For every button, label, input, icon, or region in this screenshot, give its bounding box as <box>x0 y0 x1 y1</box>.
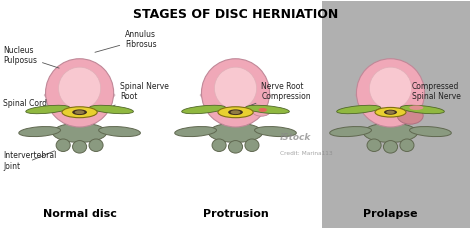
Ellipse shape <box>386 111 395 114</box>
Ellipse shape <box>46 59 114 127</box>
Ellipse shape <box>58 67 100 109</box>
Ellipse shape <box>218 107 253 118</box>
Ellipse shape <box>89 139 103 152</box>
Ellipse shape <box>182 105 226 114</box>
Ellipse shape <box>175 127 217 137</box>
Ellipse shape <box>73 141 87 153</box>
Text: Normal disc: Normal disc <box>43 209 117 219</box>
Ellipse shape <box>410 127 451 137</box>
Ellipse shape <box>409 105 423 110</box>
Text: iStock: iStock <box>280 133 311 142</box>
Text: Credit: Marina113: Credit: Marina113 <box>280 151 333 156</box>
Ellipse shape <box>330 127 372 137</box>
Ellipse shape <box>44 88 115 102</box>
Ellipse shape <box>369 67 411 109</box>
Ellipse shape <box>62 107 97 118</box>
Ellipse shape <box>401 105 444 114</box>
Ellipse shape <box>228 141 243 153</box>
Ellipse shape <box>246 105 289 114</box>
Ellipse shape <box>201 59 270 127</box>
Ellipse shape <box>375 107 406 117</box>
Ellipse shape <box>355 88 426 102</box>
Text: Spinal Cord: Spinal Cord <box>3 99 55 110</box>
Ellipse shape <box>209 123 263 142</box>
Text: Spinal Nerve
Root: Spinal Nerve Root <box>104 82 169 110</box>
Text: Nucleus
Pulposus: Nucleus Pulposus <box>3 46 59 68</box>
Ellipse shape <box>230 110 240 114</box>
Ellipse shape <box>364 123 418 142</box>
Ellipse shape <box>400 139 414 152</box>
Bar <box>322 1 470 228</box>
Ellipse shape <box>72 109 87 115</box>
Ellipse shape <box>245 139 259 152</box>
Ellipse shape <box>228 109 243 115</box>
Ellipse shape <box>258 108 267 112</box>
Ellipse shape <box>212 139 226 152</box>
Ellipse shape <box>255 127 296 137</box>
Ellipse shape <box>253 106 270 116</box>
Ellipse shape <box>53 123 107 142</box>
Ellipse shape <box>99 127 140 137</box>
Ellipse shape <box>214 67 256 109</box>
Ellipse shape <box>337 105 381 114</box>
Ellipse shape <box>200 88 271 102</box>
Text: STAGES OF DISC HERNIATION: STAGES OF DISC HERNIATION <box>133 8 338 21</box>
Ellipse shape <box>397 107 423 124</box>
Ellipse shape <box>75 110 84 114</box>
Text: Annulus
Fibrosus: Annulus Fibrosus <box>95 30 157 52</box>
Text: Prolapse: Prolapse <box>363 209 418 219</box>
Ellipse shape <box>383 141 398 153</box>
Ellipse shape <box>367 139 381 152</box>
Ellipse shape <box>90 105 133 114</box>
Ellipse shape <box>26 105 70 114</box>
Ellipse shape <box>19 127 61 137</box>
Ellipse shape <box>356 59 425 127</box>
Ellipse shape <box>384 110 397 115</box>
Text: Compressed
Spinal Nerve: Compressed Spinal Nerve <box>398 82 461 110</box>
Text: Protrusion: Protrusion <box>203 209 268 219</box>
Ellipse shape <box>56 139 70 152</box>
Text: Nerve Root
Compression: Nerve Root Compression <box>238 82 311 110</box>
Text: Intervertebral
Joint: Intervertebral Joint <box>3 151 56 171</box>
